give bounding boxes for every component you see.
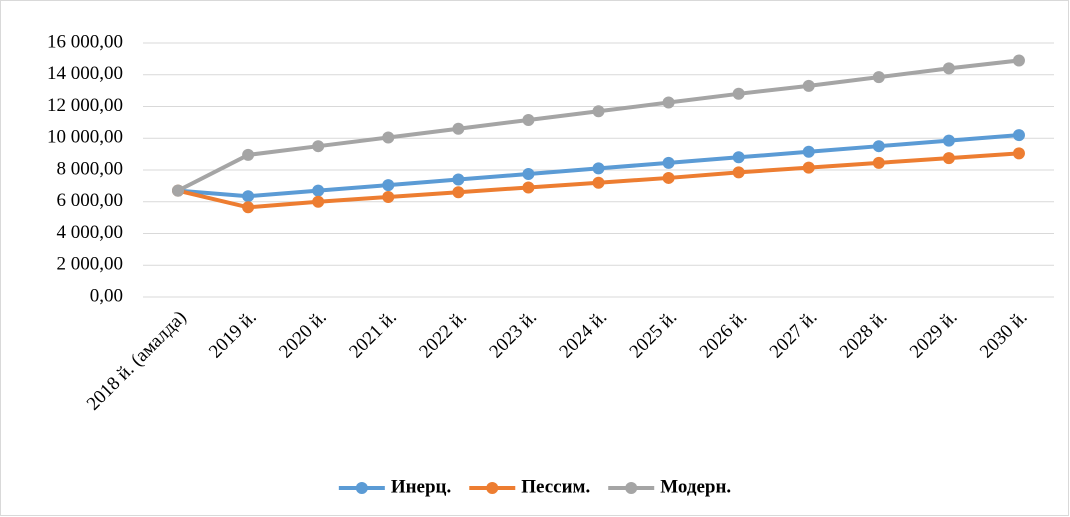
data-point bbox=[382, 131, 395, 144]
data-point bbox=[662, 171, 675, 184]
y-tick-label: 12 000,00 bbox=[47, 95, 123, 116]
data-point bbox=[732, 166, 745, 179]
data-point bbox=[872, 71, 885, 84]
data-point bbox=[802, 161, 815, 174]
y-tick-label: 14 000,00 bbox=[47, 63, 123, 84]
data-point bbox=[662, 96, 675, 109]
data-point bbox=[452, 186, 465, 199]
data-point bbox=[872, 140, 885, 153]
data-point bbox=[522, 113, 535, 126]
data-point bbox=[1012, 129, 1025, 142]
y-tick-label: 2 000,00 bbox=[57, 254, 124, 275]
data-point bbox=[942, 134, 955, 147]
data-point bbox=[312, 184, 325, 197]
data-point bbox=[1012, 147, 1025, 160]
data-point bbox=[242, 201, 255, 214]
data-point bbox=[662, 156, 675, 169]
legend-label: Инерц. bbox=[391, 476, 451, 497]
legend-marker bbox=[355, 482, 368, 494]
y-tick-label: 4 000,00 bbox=[57, 222, 124, 243]
data-point bbox=[802, 79, 815, 92]
data-point bbox=[382, 179, 395, 192]
data-point bbox=[1012, 54, 1025, 67]
data-point bbox=[382, 190, 395, 203]
y-tick-label: 16 000,00 bbox=[47, 31, 123, 52]
data-point bbox=[732, 151, 745, 164]
data-point bbox=[452, 122, 465, 135]
data-point bbox=[592, 162, 605, 175]
data-point bbox=[592, 176, 605, 189]
y-tick-label: 6 000,00 bbox=[57, 190, 124, 211]
y-tick-label: 0,00 bbox=[90, 285, 123, 306]
data-point bbox=[452, 173, 465, 186]
data-point bbox=[802, 145, 815, 158]
legend-label: Пессим. bbox=[521, 476, 590, 497]
legend-marker bbox=[486, 482, 499, 494]
data-point bbox=[942, 62, 955, 75]
data-point bbox=[312, 195, 325, 208]
data-point bbox=[172, 184, 185, 197]
data-point bbox=[312, 140, 325, 153]
y-tick-label: 8 000,00 bbox=[57, 158, 124, 179]
legend-label: Модерн. bbox=[660, 476, 731, 497]
data-point bbox=[242, 148, 255, 161]
data-point bbox=[732, 87, 745, 100]
data-point bbox=[522, 181, 535, 194]
legend: Инерц. Пессим. Модерн. bbox=[338, 476, 731, 497]
y-tick-label: 10 000,00 bbox=[47, 127, 123, 148]
data-point bbox=[872, 156, 885, 169]
data-point bbox=[942, 152, 955, 165]
data-point bbox=[522, 167, 535, 180]
legend-marker bbox=[625, 482, 638, 494]
data-point bbox=[242, 190, 255, 203]
data-point bbox=[592, 105, 605, 118]
